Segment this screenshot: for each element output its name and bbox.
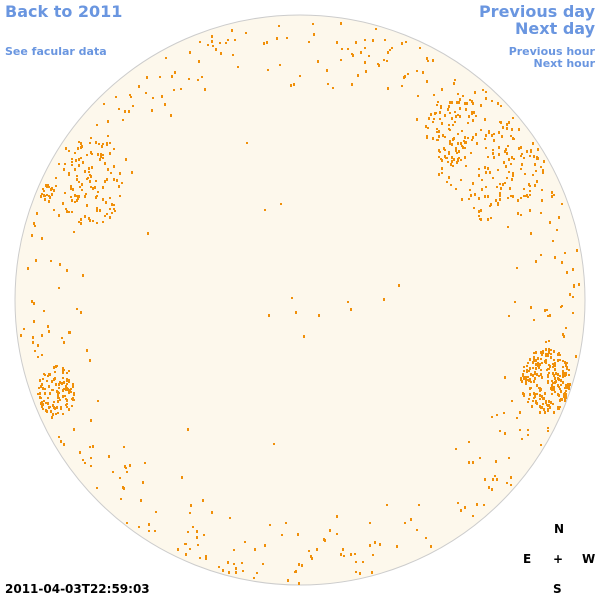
compass-north: N bbox=[554, 522, 565, 536]
previous-day-link[interactable]: Previous day bbox=[478, 2, 595, 21]
next-day-link[interactable]: Next day bbox=[515, 19, 595, 38]
compass-center: + bbox=[553, 552, 564, 566]
solar-disk bbox=[14, 14, 586, 586]
facular-speckles bbox=[20, 22, 580, 585]
timestamp: 2011-04-03T22:59:03 bbox=[5, 582, 150, 596]
back-link[interactable]: Back to 2011 bbox=[5, 2, 123, 21]
previous-hour-link[interactable]: Previous hour bbox=[508, 45, 595, 58]
compass-east: E bbox=[523, 552, 532, 566]
facular-link[interactable]: See facular data bbox=[5, 45, 107, 58]
compass-south: S bbox=[553, 582, 562, 596]
next-hour-link[interactable]: Next hour bbox=[533, 57, 596, 70]
compass-west: W bbox=[582, 552, 596, 566]
